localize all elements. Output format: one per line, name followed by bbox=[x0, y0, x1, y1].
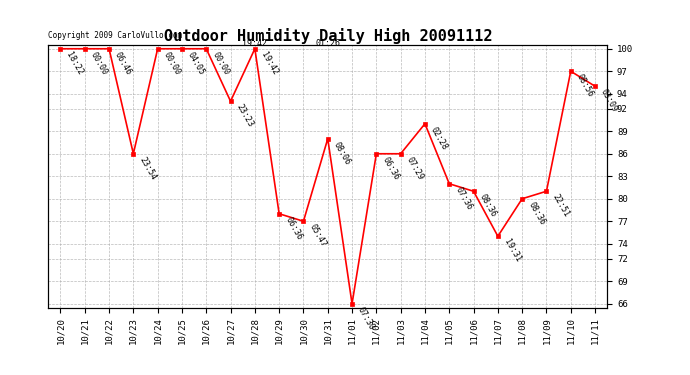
Text: 23:23: 23:23 bbox=[235, 103, 255, 129]
Text: 07:29: 07:29 bbox=[405, 155, 425, 181]
Text: 07:30: 07:30 bbox=[356, 305, 377, 331]
Text: 08:06: 08:06 bbox=[332, 140, 352, 166]
Text: 06:46: 06:46 bbox=[113, 50, 133, 76]
Text: 06:36: 06:36 bbox=[380, 155, 401, 181]
Text: 04:05: 04:05 bbox=[186, 50, 206, 76]
Text: 06:36: 06:36 bbox=[284, 215, 304, 241]
Text: 18:22: 18:22 bbox=[65, 50, 85, 76]
Text: 00:00: 00:00 bbox=[162, 50, 182, 76]
Text: 05:47: 05:47 bbox=[308, 223, 328, 249]
Text: 00:00: 00:00 bbox=[89, 50, 109, 76]
Text: 08:56: 08:56 bbox=[575, 73, 595, 99]
Text: 08:36: 08:36 bbox=[477, 193, 498, 219]
Text: 23:54: 23:54 bbox=[137, 155, 158, 181]
Title: Outdoor Humidity Daily High 20091112: Outdoor Humidity Daily High 20091112 bbox=[164, 28, 492, 44]
Text: 22:51: 22:51 bbox=[551, 193, 571, 219]
Text: Copyright 2009 CarloVullo.com: Copyright 2009 CarloVullo.com bbox=[48, 31, 182, 40]
Text: 19:42: 19:42 bbox=[259, 50, 279, 76]
Text: 03:09: 03:09 bbox=[599, 88, 620, 114]
Text: 19:42: 19:42 bbox=[242, 39, 267, 48]
Text: 00:00: 00:00 bbox=[210, 50, 230, 76]
Text: 19:31: 19:31 bbox=[502, 238, 522, 264]
Text: 07:36: 07:36 bbox=[453, 185, 474, 211]
Text: 01:26: 01:26 bbox=[315, 39, 340, 48]
Text: 08:36: 08:36 bbox=[526, 200, 546, 226]
Text: 02:28: 02:28 bbox=[429, 125, 449, 151]
